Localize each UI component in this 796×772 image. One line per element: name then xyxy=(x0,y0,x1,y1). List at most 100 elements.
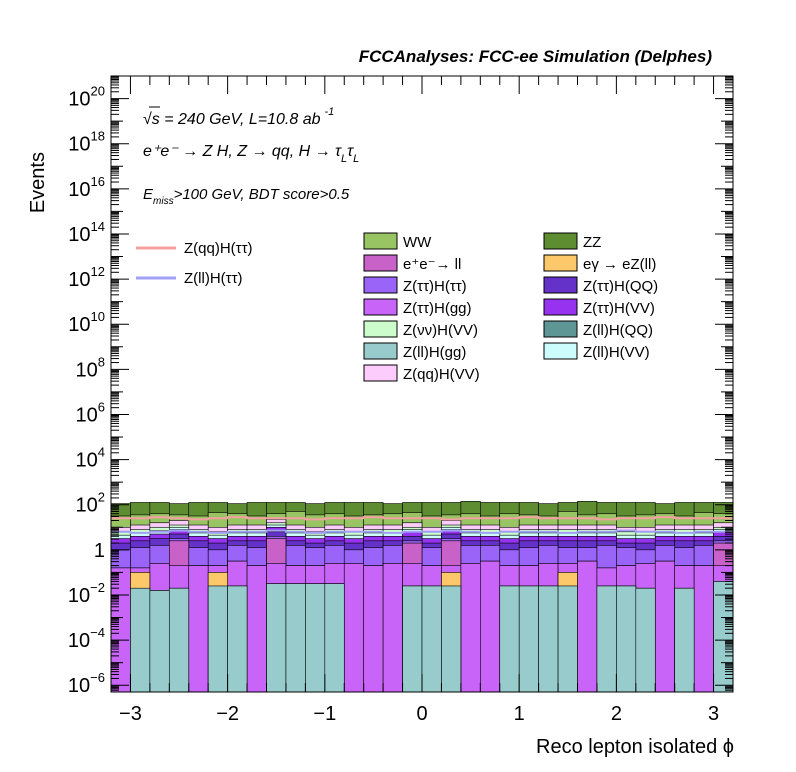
y-tick-exponent: 8 xyxy=(98,354,105,369)
x-tick-label: 3 xyxy=(708,703,719,725)
bar-ZllHgg-bin-8 xyxy=(266,583,287,693)
signal-legend-label: Z(ll)H(ττ) xyxy=(184,270,243,287)
axes: −3 −2 −1 0 1 2 310−610−410−2110210410610810101… xyxy=(68,75,734,725)
bar-ZHgg-bin-30 xyxy=(693,565,714,693)
annotation-block: √s = 240 GeV, L=10.8 ab -1 e⁺e⁻ → Z H, Z … xyxy=(143,106,359,207)
annotation-cut-sub: miss xyxy=(153,196,174,207)
annotation-cuts: Emiss>100 GeV, BDT score>0.5 xyxy=(143,186,350,207)
y-tick-label: 106 xyxy=(76,399,105,426)
background-legend: WW ZZ e⁺e⁻→ ll eγ → eZ(ll) Z(ττ)H(ττ) Z(ττ)H(… xyxy=(363,232,658,383)
y-tick-exponent: 18 xyxy=(91,129,105,144)
x-tick-label: 2 xyxy=(611,703,622,725)
y-tick-base: 10 xyxy=(68,675,90,697)
legend-label: Z(ll)H(gg) xyxy=(403,344,466,361)
y-tick-base: 10 xyxy=(76,450,98,472)
bar-ZllHgg-bin-2 xyxy=(149,590,170,693)
y-tick-base: 10 xyxy=(68,630,90,652)
y-tick-base: 10 xyxy=(68,269,90,291)
annotation-lumi-exponent: -1 xyxy=(325,106,335,118)
legend-label: Z(νν)H(VV) xyxy=(403,322,478,339)
y-tick-base: 10 xyxy=(68,585,90,607)
x-tick-label: −2 xyxy=(216,703,239,725)
y-tick-exponent: 6 xyxy=(98,399,105,414)
annotation-process-sub2: L xyxy=(353,153,359,165)
signal-legend-label: Z(qq)H(ττ) xyxy=(184,240,253,257)
y-tick-label: 1016 xyxy=(68,174,105,201)
signal-legend: Z(qq)H(ττ) Z(ll)H(ττ) xyxy=(136,240,253,287)
bar-ZllHgg-bin-25 xyxy=(596,585,617,693)
annotation-cut-rest: >100 GeV, BDT score>0.5 xyxy=(174,186,350,203)
y-tick-exponent: 12 xyxy=(91,264,105,279)
chart-title: FCCAnalyses: FCC-ee Simulation (Delphes) xyxy=(359,47,713,66)
y-tick-exponent: 20 xyxy=(91,84,105,99)
legend-swatch xyxy=(363,276,398,294)
annotation-process-tau2: τ xyxy=(347,143,354,160)
x-tick-label: 1 xyxy=(514,703,525,725)
bar-ZHgg-bin-4 xyxy=(188,565,209,693)
annotation-sqrt-s: √s = 240 GeV, L=10.8 ab -1 xyxy=(143,106,334,128)
bar-ZHgg-bin-14 xyxy=(382,563,403,693)
y-tick-label: 108 xyxy=(76,354,105,381)
legend-label: WW xyxy=(403,234,432,251)
legend-swatch xyxy=(363,254,398,272)
y-tick-label: 1020 xyxy=(68,84,105,111)
stacked-histogram xyxy=(110,501,734,693)
legend-swatch xyxy=(363,232,398,250)
y-tick-label: 1018 xyxy=(68,129,105,156)
legend-swatch xyxy=(363,342,398,360)
annotation-process: e⁺e⁻ → Z H, Z → qq, H → τLτL xyxy=(143,143,359,165)
legend-swatch xyxy=(543,254,578,272)
y-tick-base: 10 xyxy=(68,134,90,156)
y-tick-exponent: 2 xyxy=(98,490,105,505)
bar-ZHgg-bin-18 xyxy=(460,563,481,693)
annotation-process-text: e⁺e⁻ → Z H, Z → qq, H → τ xyxy=(143,143,342,160)
y-tick-exponent: −4 xyxy=(90,625,105,640)
y-tick-base: 10 xyxy=(76,495,98,517)
bar-ZllHgg-bin-5 xyxy=(207,585,228,693)
x-tick-label: −1 xyxy=(313,703,336,725)
y-tick-base: 10 xyxy=(76,359,98,381)
y-tick-exponent: −2 xyxy=(90,580,105,595)
annotation-sqrt-s-text: √s = 240 GeV, L=10.8 ab xyxy=(143,111,321,128)
bar-ZllHgg-bin-10 xyxy=(305,583,326,693)
y-tick-exponent: 16 xyxy=(91,174,105,189)
legend-label: Z(ll)H(QQ) xyxy=(583,322,653,339)
bar-ZllHgg-bin-29 xyxy=(674,587,695,693)
bar-ZllHgg-bin-16 xyxy=(421,585,442,693)
legend-swatch xyxy=(363,364,398,382)
bar-ZllHgg-bin-15 xyxy=(402,585,423,693)
legend-label: Z(ττ)H(gg) xyxy=(403,300,472,317)
x-tick-label: −3 xyxy=(119,703,142,725)
bar-ZllHgg-bin-3 xyxy=(169,587,190,693)
legend-swatch xyxy=(543,320,578,338)
legend-label: Z(ττ)H(ττ) xyxy=(403,278,467,295)
signal-line-1 xyxy=(111,529,733,534)
legend-swatch xyxy=(543,298,578,316)
legend-label: ZZ xyxy=(583,234,601,251)
y-tick-label: 10−4 xyxy=(68,625,105,652)
y-tick-exponent: −6 xyxy=(90,670,105,685)
y-tick-label: 1012 xyxy=(68,264,105,291)
bar-ZllHgg-bin-11 xyxy=(324,583,345,693)
bar-ZHgg-bin-0 xyxy=(110,567,131,693)
legend-label: eγ → eZ(ll) xyxy=(583,256,656,273)
bar-ZllHgg-bin-26 xyxy=(616,585,637,693)
bar-ZHgg-bin-12 xyxy=(343,563,364,693)
y-tick-base: 10 xyxy=(68,314,90,336)
legend-label: Z(qq)H(VV) xyxy=(403,366,480,383)
legend-swatch xyxy=(543,342,578,360)
bar-ZllHgg-bin-27 xyxy=(635,587,656,693)
y-tick-base: 10 xyxy=(68,224,90,246)
bar-ZHgg-bin-24 xyxy=(577,560,598,693)
bar-ZllHgg-bin-23 xyxy=(557,585,578,693)
y-tick-exponent: 4 xyxy=(98,445,105,460)
legend-label: Z(ττ)H(QQ) xyxy=(583,278,658,295)
bar-ZllHgg-bin-1 xyxy=(130,587,151,693)
legend-swatch xyxy=(363,320,398,338)
legend-label: e⁺e⁻→ ll xyxy=(403,256,461,273)
y-tick-base: 10 xyxy=(76,404,98,426)
bar-ZHgg-bin-19 xyxy=(480,560,501,693)
y-tick-label: 10−6 xyxy=(68,670,105,697)
signal-line-0 xyxy=(111,516,733,521)
